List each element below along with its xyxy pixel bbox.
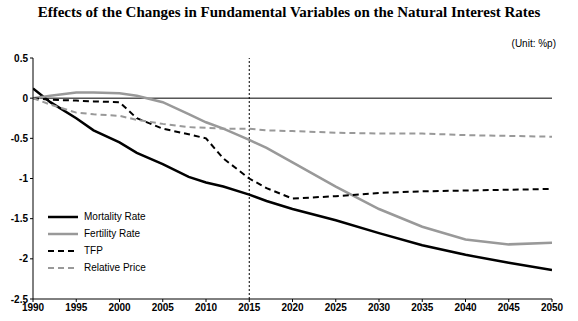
svg-text:0: 0 bbox=[22, 93, 28, 104]
svg-text:2010: 2010 bbox=[195, 302, 218, 313]
svg-text:2030: 2030 bbox=[368, 302, 391, 313]
svg-text:2035: 2035 bbox=[411, 302, 434, 313]
svg-text:2050: 2050 bbox=[541, 302, 564, 313]
html-text:Relative Price: Relative Price bbox=[84, 262, 146, 273]
svg-text:1995: 1995 bbox=[65, 302, 88, 313]
svg-text:2025: 2025 bbox=[325, 302, 348, 313]
html-text:(Unit: %p): (Unit: %p) bbox=[511, 38, 556, 49]
svg-text:-2.5: -2.5 bbox=[11, 294, 29, 305]
svg-text:2045: 2045 bbox=[498, 302, 521, 313]
svg-text:2020: 2020 bbox=[281, 302, 304, 313]
svg-text:-1: -1 bbox=[19, 173, 28, 184]
svg-text:-1.5: -1.5 bbox=[11, 213, 29, 224]
html-text:Fertility Rate: Fertility Rate bbox=[84, 228, 141, 239]
svg-text:2000: 2000 bbox=[108, 302, 131, 313]
svg-text:1990: 1990 bbox=[21, 302, 45, 314]
svg-text:2015: 2015 bbox=[238, 302, 261, 313]
html-text:TFP: TFP bbox=[84, 245, 103, 256]
svg-text:-0.5: -0.5 bbox=[11, 133, 29, 144]
html-text:Effects of the Changes in Fund: Effects of the Changes in Fundamental Va… bbox=[37, 4, 541, 20]
html-text:Mortality Rate: Mortality Rate bbox=[84, 211, 146, 222]
svg-text:2040: 2040 bbox=[454, 302, 477, 313]
svg-text:2005: 2005 bbox=[152, 302, 175, 313]
svg-text:0.5: 0.5 bbox=[14, 53, 28, 64]
svg-text:-2: -2 bbox=[19, 253, 28, 264]
